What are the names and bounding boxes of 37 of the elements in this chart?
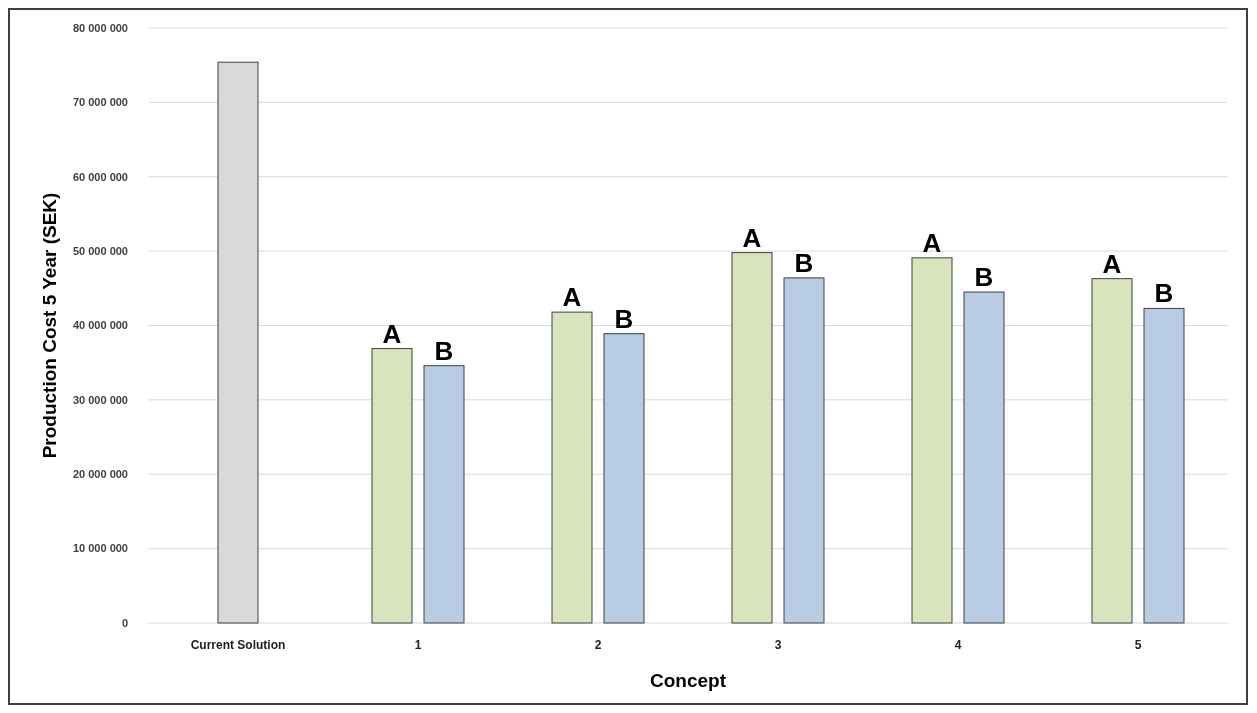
x-tick-label: 1: [414, 638, 422, 652]
bar: [423, 365, 465, 624]
y-tick-label: 70 000 000: [72, 96, 128, 109]
bar: [1143, 307, 1185, 624]
text: A: [562, 282, 582, 313]
bar: [911, 257, 953, 624]
bar: [963, 291, 1005, 624]
x-tick-label: 5: [1134, 638, 1142, 652]
bar: [783, 277, 825, 624]
text: B: [614, 303, 634, 334]
y-tick-label: 30 000 000: [72, 393, 128, 406]
text: B: [974, 262, 994, 293]
y-tick-label: 50 000 000: [72, 244, 128, 257]
text: A: [922, 227, 942, 258]
series-label: A: [382, 318, 402, 349]
y-tick-label: 60 000 000: [72, 170, 128, 183]
bar: [731, 252, 773, 624]
x-tick-label: 2: [594, 638, 602, 652]
y-tick-label: 20 000 000: [72, 468, 128, 481]
bar: [551, 311, 593, 624]
text: A: [1102, 248, 1122, 279]
x-tick-label: 3: [774, 638, 782, 652]
text: B: [794, 247, 814, 278]
x-tick-label: 4: [954, 638, 962, 652]
y-axis-title: Production Cost 5 Year (SEK): [39, 192, 60, 459]
y-tick-label: 80 000 000: [72, 21, 128, 34]
bar: [371, 348, 413, 624]
y-tick-label: 0: [121, 616, 128, 629]
y-tick-label: 40 000 000: [72, 319, 128, 332]
bar: [1091, 278, 1133, 624]
series-label: B: [434, 335, 454, 366]
text: B: [1154, 278, 1174, 309]
x-tick-label: Current Solution: [190, 638, 286, 652]
x-axis-title: Concept: [650, 670, 727, 691]
y-tick-label: 10 000 000: [72, 542, 128, 555]
bar: [603, 333, 645, 624]
text: A: [742, 222, 762, 253]
